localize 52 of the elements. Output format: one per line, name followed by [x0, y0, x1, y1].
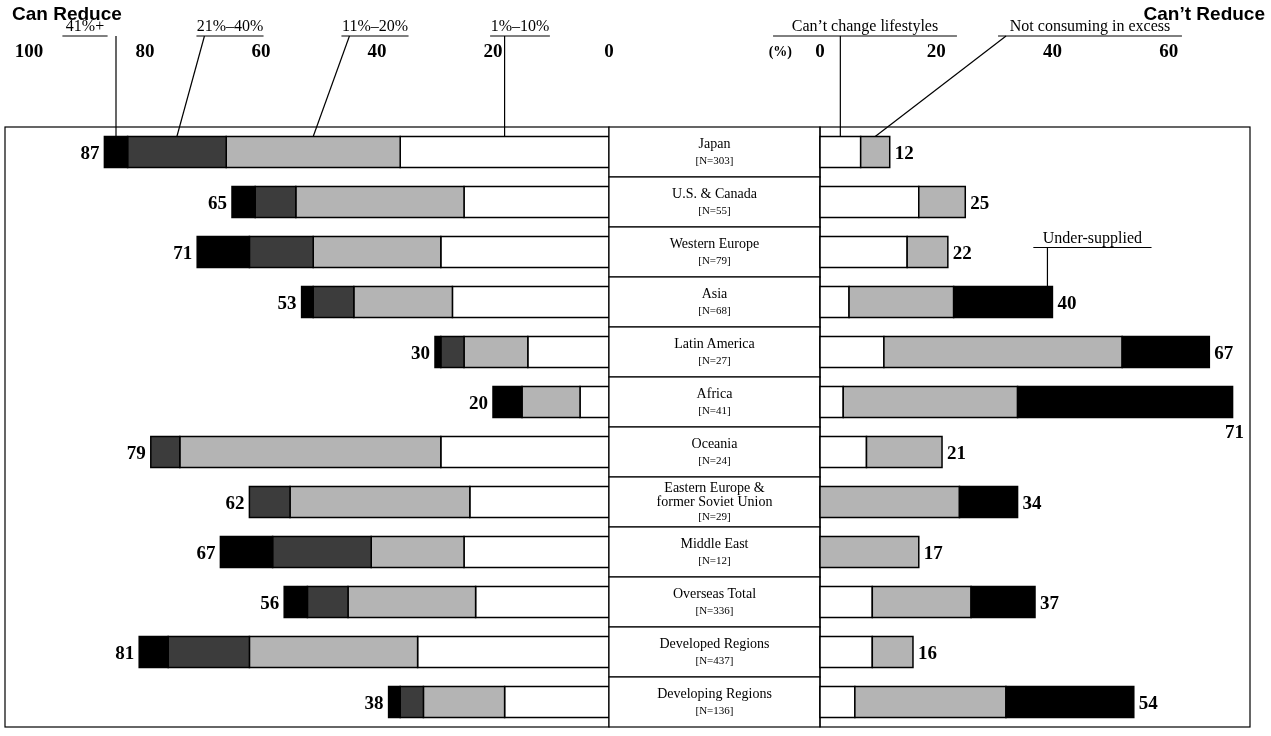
text: 11%–20% — [341, 17, 409, 34]
total-label: 37 — [1040, 592, 1060, 613]
y-tick-label: Overseas Total [N=336] — [672, 586, 757, 616]
text: 21%–40% — [196, 17, 264, 34]
x-tick-label: 20 — [483, 40, 503, 61]
total-label: 38 — [364, 692, 384, 713]
total-label: 54 — [1138, 692, 1159, 713]
total-label: 53 — [277, 292, 297, 313]
y-tick-label: Developed Regions [N=437] — [659, 636, 770, 666]
x-axis-title: (%) — [768, 44, 793, 60]
total-label: 79 — [126, 442, 146, 463]
y-tick-label: U.S. & Canada [N=55] — [672, 186, 758, 216]
total-label: 56 — [260, 592, 280, 613]
x-tick-label: 20 — [926, 40, 946, 61]
total-label: 20 — [469, 392, 488, 413]
total-label: 30 — [411, 342, 430, 363]
text: 1%–10% — [490, 17, 550, 34]
y-tick-label: Asia [N=68] — [698, 286, 731, 316]
y-tick-label: Africa [N=41] — [696, 386, 734, 416]
x-tick-label: 40 — [1042, 40, 1062, 61]
x-tick-label: 0 — [815, 40, 825, 61]
x-tick-label: 60 — [251, 40, 271, 61]
y-tick-label: Developing Regions [N=136] — [657, 686, 772, 716]
total-label: 34 — [1022, 492, 1043, 513]
y-tick-label: Western Europe [N=79] — [669, 236, 760, 266]
total-label: 12 — [894, 142, 914, 163]
total-label: 67 — [196, 542, 216, 563]
x-tick-label: 100 — [14, 40, 44, 61]
total-label: 22 — [952, 242, 972, 263]
total-label: 25 — [970, 192, 990, 213]
text: Can’t change lifestyles — [791, 17, 939, 35]
total-label: 21 — [947, 442, 967, 463]
total-label: 87 — [80, 142, 100, 163]
text: Under-supplied — [1042, 228, 1143, 247]
y-tick-label: Middle East [N=12] — [680, 536, 749, 566]
total-label: 17 — [923, 542, 944, 563]
total-label: 71 — [1225, 420, 1244, 442]
total-label: 67 — [1214, 342, 1234, 363]
total-label: 40 — [1057, 292, 1077, 313]
total-label: 62 — [225, 492, 245, 513]
x-tick-label: 60 — [1159, 40, 1179, 61]
x-tick-label: 40 — [367, 40, 387, 61]
x-tick-label: 0 — [604, 40, 614, 61]
y-tick-label: Oceania [N=24] — [691, 436, 739, 466]
y-tick-label: Eastern Europe & former Soviet Union [N=29] — [656, 480, 773, 522]
total-label: 81 — [115, 642, 135, 663]
total-label: 16 — [917, 642, 937, 663]
total-label: 71 — [173, 242, 193, 263]
total-label: 65 — [208, 192, 227, 213]
x-tick-label: 80 — [135, 40, 155, 61]
y-tick-label: Japan [N=303] — [695, 136, 734, 166]
y-tick-label: Latin America [N=27] — [674, 336, 756, 366]
